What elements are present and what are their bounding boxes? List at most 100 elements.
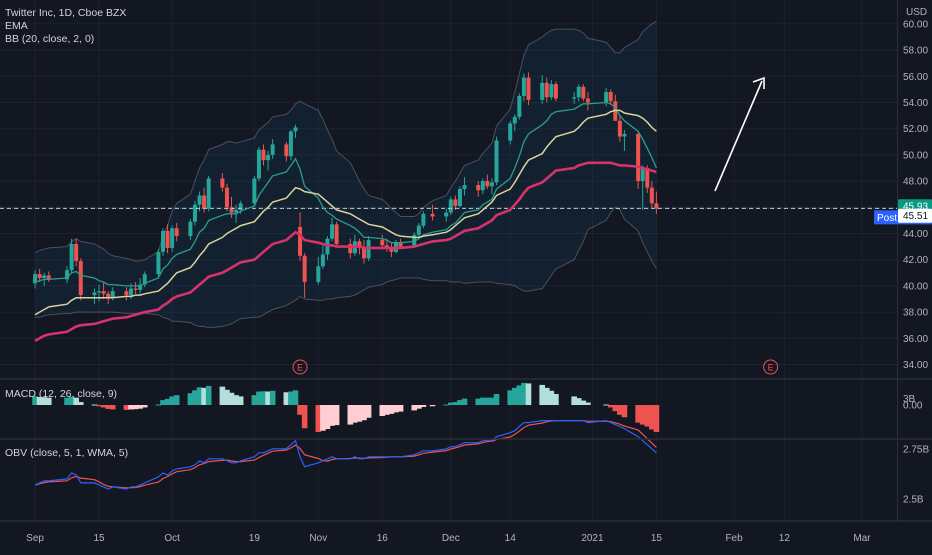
macd-bar [479,397,486,405]
macd-bar [123,405,130,410]
candle-body [142,274,147,285]
candle-body [636,133,641,182]
time-tick-label[interactable]: Oct [164,533,180,544]
ema-line-1 [34,101,657,287]
pane-dividers[interactable] [0,0,932,522]
time-tick-label[interactable]: 14 [505,533,517,544]
macd-bar [96,405,102,407]
price-tick-label: 54.00 [903,98,928,109]
candle-body [430,213,435,217]
macd-bar [352,405,358,423]
candle-body [160,230,165,252]
badge-low-text: 45.51 [903,211,928,222]
candle-body [129,288,134,296]
candle-body [640,168,645,182]
time-tick-label[interactable]: 2021 [581,533,604,544]
candle-body [261,149,266,161]
candle-body [33,274,38,284]
macd-bar [580,400,587,405]
bollinger-fill [35,21,657,328]
price-tick-label: 60.00 [903,19,928,30]
obv-legend-label: OBV (close, 5, 1, WMA, 5) [5,447,129,459]
candle-body [302,255,307,282]
time-tick-label[interactable]: 15 [93,533,105,544]
drawing-arrow[interactable] [714,76,765,192]
macd-bar [612,405,619,412]
candle-body [124,291,129,296]
macd-legend-label: MACD (12, 26, close, 9) [5,388,118,400]
macd-bar [607,405,614,408]
time-tick-label[interactable]: 12 [779,533,791,544]
macd-bar [429,405,436,407]
time-tick-label[interactable]: Sep [26,533,44,544]
symbol-title[interactable]: Twitter Inc, 1D, Cboe BZX [5,7,127,19]
obv-tick-label: 3B [903,394,916,405]
macd-bar [452,402,459,405]
candle-body [156,251,161,275]
candle-body [78,261,83,296]
arrow-shaft[interactable] [714,80,763,192]
candle-body [521,77,526,96]
arrow-head[interactable] [752,76,765,89]
candle-body [206,178,211,209]
candle-body [192,204,197,222]
badge-post-label-text: Post [877,213,897,224]
macd-bar [128,405,134,410]
time-tick-label[interactable]: 16 [377,533,389,544]
price-tick-label: 56.00 [903,72,928,83]
macd-bar [187,393,194,405]
candle-body [544,82,549,98]
bb-legend[interactable]: BB (20, close, 2, 0) [5,33,95,45]
time-tick-label[interactable]: 19 [249,533,261,544]
candle-body [508,123,513,141]
macd-bar [160,400,166,405]
candle-body [316,266,321,282]
earnings-marker-circle[interactable] [292,359,308,375]
macd-bar [617,405,623,415]
macd-bar [237,396,244,405]
macd-bar [361,405,367,421]
candle-body [298,226,303,256]
candle-body [604,92,609,103]
macd-bar [475,398,482,405]
macd-bar [388,405,395,414]
candle-body [485,181,490,187]
candle-body [220,178,225,188]
candle-body [138,284,143,290]
candle-body [649,187,654,204]
time-tick-label[interactable]: 15 [651,533,663,544]
obv-legend[interactable]: OBV (close, 5, 1, WMA, 5) [5,447,128,460]
price-tick-label: 40.00 [903,281,928,292]
bollinger-upper-line [34,20,657,262]
ema-legend[interactable]: EMA [5,20,28,32]
candle-body [229,207,234,213]
macd-bar [457,400,463,405]
time-tick-label[interactable]: Nov [309,533,327,544]
price-axis[interactable]: USD60.0058.0056.0054.0052.0050.0048.0046… [903,7,929,506]
candle-body [133,288,138,290]
ema-line-2 [34,109,657,316]
candle-body [330,224,335,239]
time-tick-label[interactable]: Feb [725,533,743,544]
time-tick-label[interactable]: Dec [442,533,460,544]
badge-post-label-bg [874,210,898,225]
candle-body [174,228,179,237]
macd-legend[interactable]: MACD (12, 26, close, 9) [5,388,117,401]
earnings-marker-circle[interactable] [763,359,779,375]
time-axis[interactable]: Sep 15 Oct 19 Nov 16 Dec 14 2021 15 Feb 12 Mar [26,533,871,544]
macd-bar [64,397,70,405]
macd-bar [192,390,198,405]
candle-body [170,228,175,248]
candle-body [489,182,494,187]
macd-bar [397,405,404,412]
candle-body [462,185,467,189]
candle-body [234,209,239,213]
macd-bar [265,391,271,405]
macd-bar [283,392,290,405]
time-tick-label[interactable]: Mar [853,533,871,544]
main-legend: Twitter Inc, 1D, Cboe BZX EMA BB (20, cl… [5,7,126,46]
